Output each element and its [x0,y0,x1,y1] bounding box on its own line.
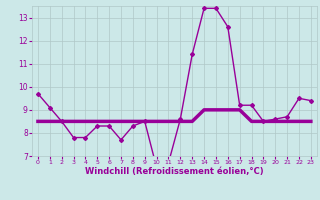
X-axis label: Windchill (Refroidissement éolien,°C): Windchill (Refroidissement éolien,°C) [85,167,264,176]
